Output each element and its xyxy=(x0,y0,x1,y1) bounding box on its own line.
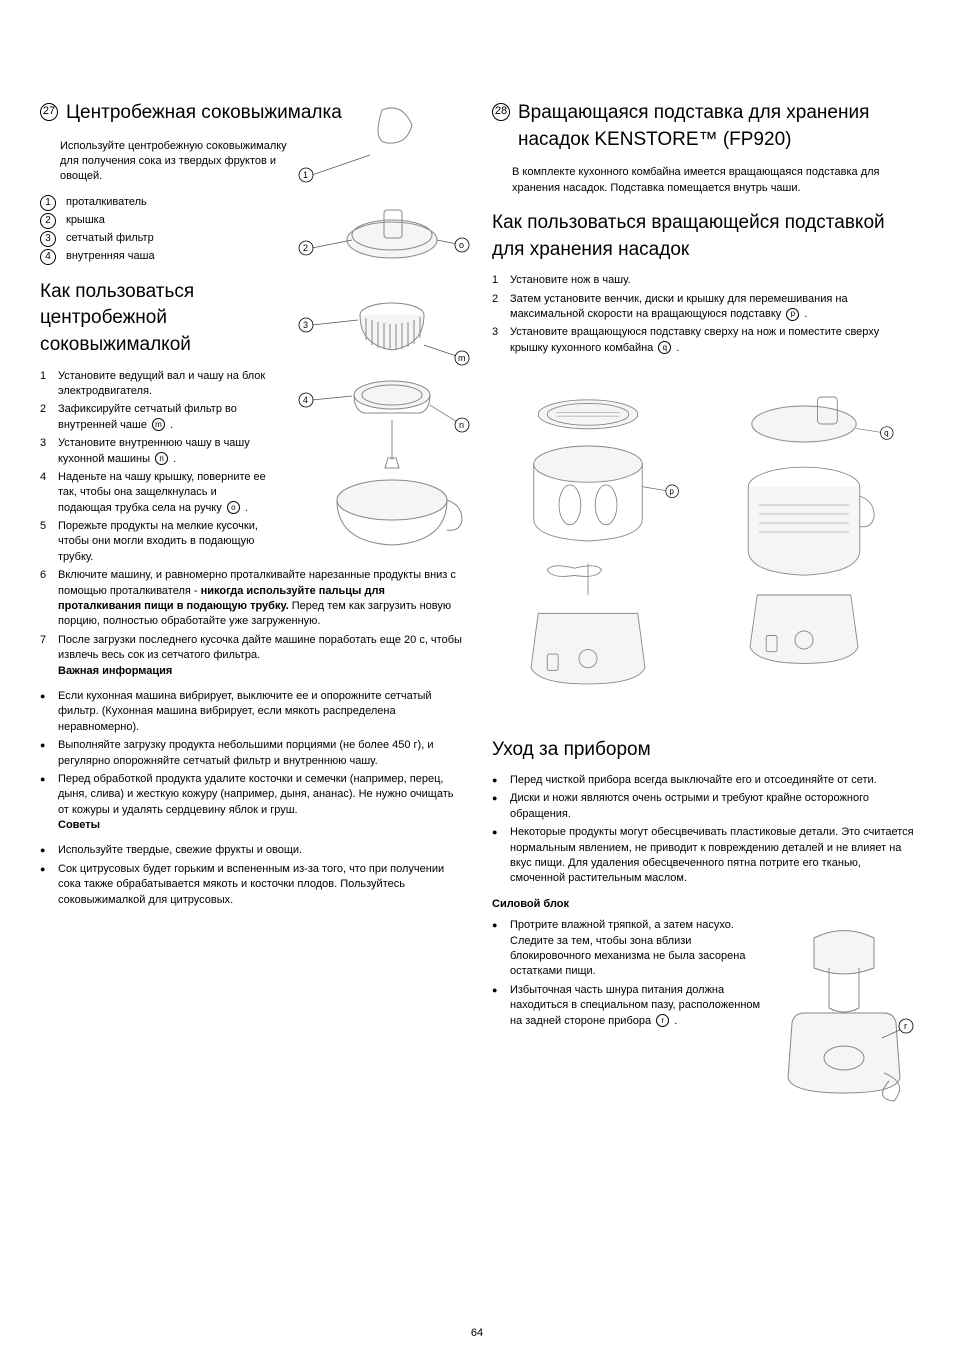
juicer-intro: Используйте центробежную соковыжималку д… xyxy=(60,139,290,185)
svg-text:r: r xyxy=(904,1021,907,1031)
svg-text:3: 3 xyxy=(303,320,308,330)
power-unit-label: Силовой блок xyxy=(492,897,914,912)
section-28-title: Вращающаяся подставка для хранения насад… xyxy=(518,100,914,153)
svg-text:n: n xyxy=(459,420,464,430)
section-28-heading: 28 Вращающаяся подставка для хранения на… xyxy=(492,100,914,153)
svg-text:p: p xyxy=(669,487,674,496)
left-column: 27 Центробежная соковыжималка 1 2 o xyxy=(40,100,462,1114)
carousel-figure-p: p xyxy=(493,386,703,701)
page-number: 64 xyxy=(471,1326,483,1341)
svg-text:o: o xyxy=(459,240,464,250)
part-label: крышка xyxy=(66,213,105,228)
svg-text:q: q xyxy=(884,429,889,438)
juicer-exploded-diagram: 1 2 o 3 xyxy=(292,100,472,565)
power-bullets: Протрите влажной тряпкой, а затем насухо… xyxy=(492,918,772,1029)
power-unit-figure: r xyxy=(774,918,914,1113)
part-label: сетчатый фильтр xyxy=(66,231,154,246)
section-badge-28: 28 xyxy=(492,103,510,121)
care-bullets: Перед чисткой прибора всегда выключайте … xyxy=(492,773,914,887)
juicer-tips: Используйте твердые, свежие фрукты и ово… xyxy=(40,843,462,908)
svg-text:1: 1 xyxy=(303,170,308,180)
svg-text:4: 4 xyxy=(303,395,308,405)
carousel-steps: 1Установите нож в чашу. 2Затем установит… xyxy=(492,273,914,356)
juicer-notes: Если кухонная машина вибрирует, выключит… xyxy=(40,689,462,834)
part-label: внутренняя чаша xyxy=(66,249,155,264)
how-to-use-carousel-heading: Как пользоваться вращающейся подставкой … xyxy=(492,210,914,263)
svg-text:m: m xyxy=(458,353,466,363)
carousel-figure-q: q xyxy=(714,386,914,701)
section-badge-27: 27 xyxy=(40,103,58,121)
care-heading: Уход за прибором xyxy=(492,737,914,764)
svg-text:2: 2 xyxy=(303,243,308,253)
part-label: проталкиватель xyxy=(66,195,147,210)
right-column: 28 Вращающаяся подставка для хранения на… xyxy=(492,100,914,1114)
carousel-intro: В комплекте кухонного комбайна имеется в… xyxy=(512,165,914,196)
how-to-use-juicer-heading: Как пользоваться центробежной соковыжима… xyxy=(40,279,270,359)
